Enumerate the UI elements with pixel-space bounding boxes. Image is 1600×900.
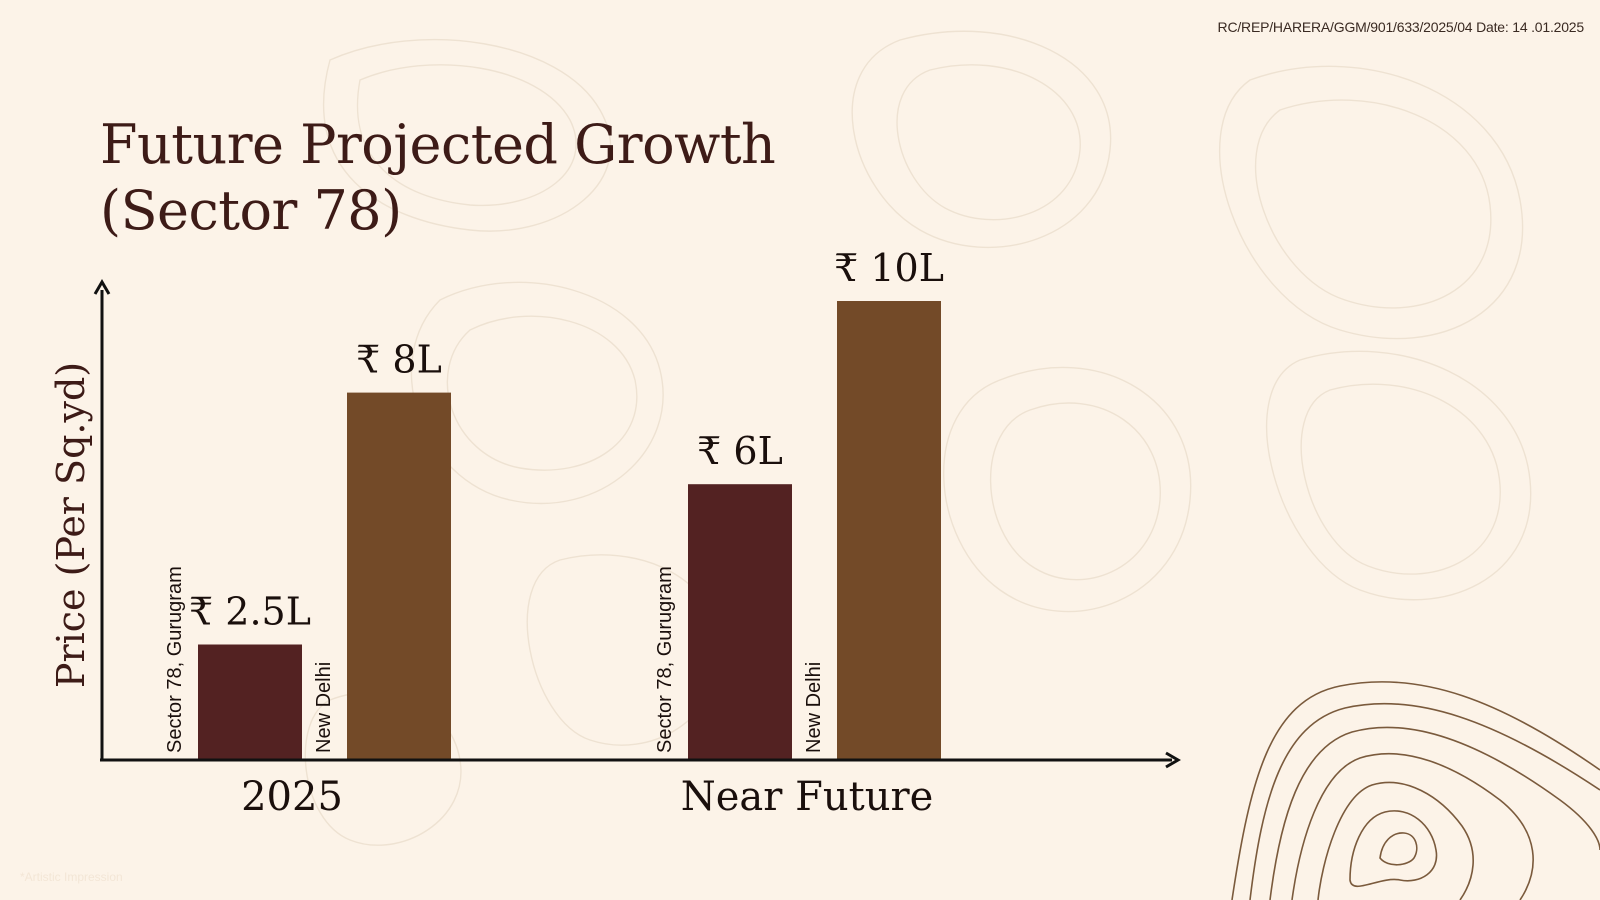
title-line-2: (Sector 78) — [100, 179, 402, 242]
data-label-newdelhi-1: ₹ 10L — [834, 246, 944, 290]
data-label-sector78-0: ₹ 2.5L — [189, 590, 311, 634]
bar-newdelhi-0 — [347, 392, 451, 759]
bar-newdelhi-1 — [837, 301, 941, 759]
data-label-newdelhi-0: ₹ 8L — [356, 338, 442, 382]
category-label-0: 2025 — [241, 774, 343, 820]
title-line-1: Future Projected Growth — [100, 113, 776, 176]
artistic-impression-note: *Artistic Impression — [20, 870, 123, 884]
page-title: Future Projected Growth (Sector 78) — [100, 112, 776, 244]
y-axis-label: Price (Per Sq.yd) — [49, 362, 93, 688]
series-label-sector78-1: Sector 78, Gurugram — [654, 566, 676, 753]
data-label-sector78-1: ₹ 6L — [697, 429, 783, 473]
series-label-newdelhi-0: New Delhi — [313, 662, 335, 753]
series-label-newdelhi-1: New Delhi — [803, 662, 825, 753]
reference-number: RC/REP/HARERA/GGM/901/633/2025/04 Date: … — [1217, 19, 1585, 35]
series-label-sector78-0: Sector 78, Gurugram — [164, 566, 186, 753]
bar-sector78-0 — [198, 644, 302, 759]
y-axis-arrow — [93, 279, 111, 295]
x-axis-arrow — [1165, 751, 1181, 769]
bar-sector78-1 — [688, 484, 792, 759]
category-label-1: Near Future — [681, 774, 934, 820]
